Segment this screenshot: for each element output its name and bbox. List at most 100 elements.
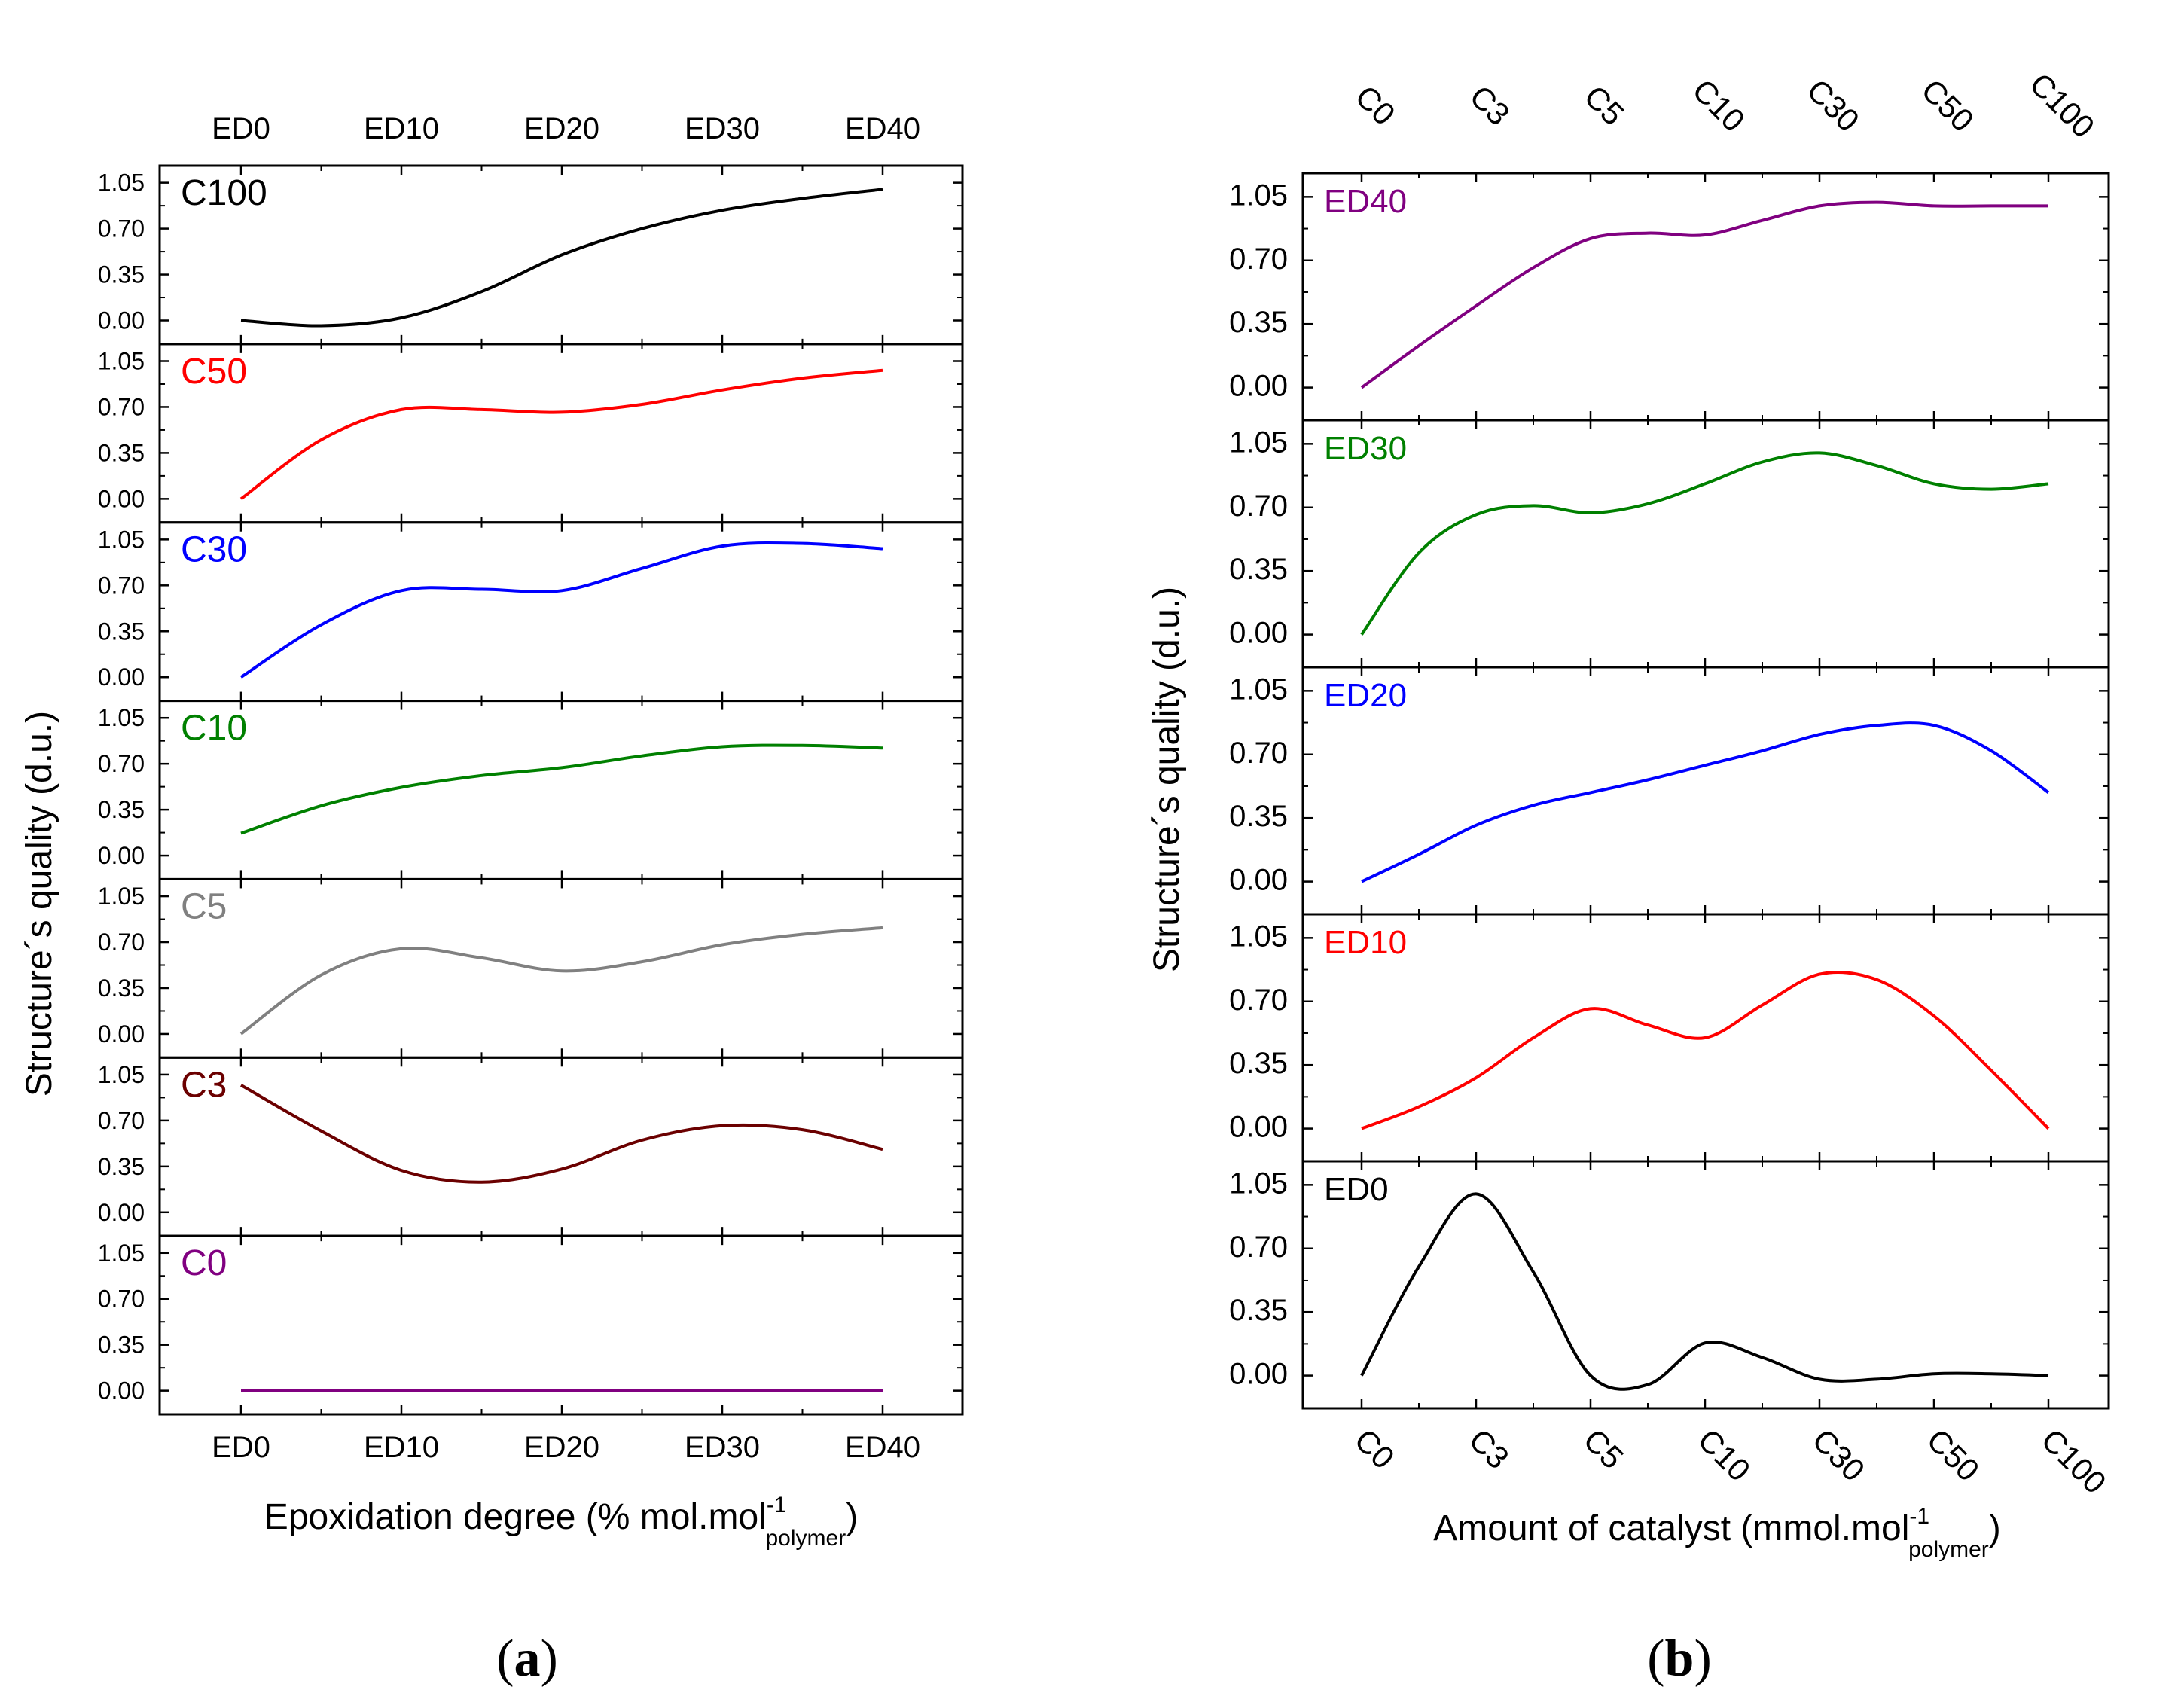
y-tick-label: 0.35 xyxy=(1229,306,1288,339)
subplot-ed40: 0.00 0.35 0.70 1.05 ED40 xyxy=(1229,172,2110,422)
subplot-c100: 0.00 0.35 0.70 1.05 C100 xyxy=(98,164,964,346)
series-line-c10 xyxy=(240,743,883,835)
panel-a-x-axis-label-main: Epoxidation degree (% mol.mol xyxy=(264,1497,767,1537)
panel-a-plots: 0.00 0.35 0.70 1.05 C100 0.00 0.35 0.70 1.05 C50 0… xyxy=(98,164,964,1416)
y-tick-label: 0.70 xyxy=(98,1286,145,1313)
y-tick-label: 0.00 xyxy=(98,1377,145,1405)
panel-b-x-axis-label: Amount of catalyst (mmol.mol-1 polymer) xyxy=(1433,1504,2001,1562)
series-line-c30 xyxy=(239,541,883,679)
y-tick-label: 1.05 xyxy=(1229,426,1288,459)
y-tick-label: 0.70 xyxy=(1229,737,1288,770)
series-label-c100: C100 xyxy=(181,173,267,213)
y-tick-label: 0.35 xyxy=(98,1153,145,1180)
y-tick-label: 0.35 xyxy=(98,796,145,823)
y-tick-label: 0.35 xyxy=(1229,553,1288,586)
y-tick-label: 0.00 xyxy=(98,307,145,334)
y-tick-label: 1.05 xyxy=(98,1240,145,1267)
bottom-category-label: ED10 xyxy=(364,1431,439,1464)
series-line-c5 xyxy=(239,926,883,1036)
panel-a-top-tick-labels: ED0 ED10 ED20 ED30 ED40 xyxy=(212,112,920,145)
y-tick-label: 0.00 xyxy=(98,663,145,691)
y-tick-label: 0.70 xyxy=(98,572,145,599)
y-tick-label: 0.35 xyxy=(98,261,145,288)
subplot-ed10: 0.00 0.35 0.70 1.05 ED10 xyxy=(1229,913,2110,1163)
subplot-c10: 0.00 0.35 0.70 1.05 C10 xyxy=(98,700,964,880)
subplot-ed30: 0.00 0.35 0.70 1.05 ED30 xyxy=(1229,419,2110,669)
y-tick-label: 0.00 xyxy=(98,485,145,512)
panel-a: 0.00 0.35 0.70 1.05 C100 0.00 0.35 0.70 1.05 C50 0… xyxy=(20,112,964,1688)
subplot-ed0: 0.00 0.35 0.70 1.05 ED0 xyxy=(1229,1160,2110,1410)
top-category-label: ED0 xyxy=(212,112,270,145)
series-label-c0: C0 xyxy=(181,1243,227,1283)
series-line-ed30 xyxy=(1360,451,2049,636)
series-label-c30: C30 xyxy=(181,530,247,570)
y-tick-label: 1.05 xyxy=(98,347,145,374)
panel-a-x-axis-label-end: ) xyxy=(846,1497,858,1537)
y-tick-label: 0.35 xyxy=(1229,800,1288,833)
panel-a-label: (a) xyxy=(496,1630,558,1688)
series-line-c100 xyxy=(240,188,883,328)
bottom-category-label: ED20 xyxy=(524,1431,599,1464)
panel-a-x-axis-label-sup: -1 xyxy=(767,1493,787,1517)
panel-a-y-axis-label: Structure´s quality (d.u.) xyxy=(20,711,59,1097)
top-category-label: ED20 xyxy=(524,112,599,145)
bottom-category-label: ED30 xyxy=(685,1431,760,1464)
series-line-ed20 xyxy=(1361,721,2050,883)
y-tick-label: 0.70 xyxy=(1229,984,1288,1017)
series-line-ed10 xyxy=(1361,970,2050,1130)
y-tick-label: 1.05 xyxy=(1229,673,1288,706)
series-line-c3 xyxy=(240,1084,883,1184)
panel-b-plots: 0.00 0.35 0.70 1.05 ED40 0.00 0.35 0.70 1.05 ED30… xyxy=(1229,172,2110,1410)
y-tick-label: 0.35 xyxy=(98,975,145,1002)
panel-b-label-letter: b xyxy=(1665,1630,1694,1688)
y-tick-label: 0.70 xyxy=(1229,490,1288,523)
y-tick-label: 0.70 xyxy=(98,393,145,420)
panel-b-x-axis-label-end: ) xyxy=(1989,1508,2001,1548)
y-tick-label: 0.00 xyxy=(98,1199,145,1226)
y-tick-label: 0.35 xyxy=(98,618,145,645)
series-label-ed30: ED30 xyxy=(1324,430,1407,467)
y-tick-label: 0.00 xyxy=(1229,1111,1288,1144)
y-tick-label: 1.05 xyxy=(98,1061,145,1088)
panel-b-y-axis-label: Structure´s quality (d.u.) xyxy=(1147,587,1187,972)
series-label-ed40: ED40 xyxy=(1324,183,1407,220)
panel-a-label-letter: a xyxy=(514,1630,541,1688)
y-tick-label: 0.35 xyxy=(98,1331,145,1359)
subplot-c0: 0.00 0.35 0.70 1.05 C0 xyxy=(98,1234,964,1416)
y-tick-label: 1.05 xyxy=(98,883,145,910)
bottom-category-label: ED0 xyxy=(212,1431,270,1464)
series-label-ed10: ED10 xyxy=(1324,924,1407,961)
y-tick-label: 0.70 xyxy=(98,750,145,777)
y-tick-label: 0.70 xyxy=(1229,1231,1288,1264)
y-tick-label: 1.05 xyxy=(1229,178,1288,212)
series-label-c10: C10 xyxy=(181,709,247,749)
y-tick-label: 0.00 xyxy=(1229,864,1288,897)
panel-b-label: (b) xyxy=(1647,1630,1712,1688)
top-category-label: ED30 xyxy=(685,112,760,145)
y-tick-label: 0.00 xyxy=(1229,1358,1288,1391)
series-line-ed40 xyxy=(1360,200,2048,389)
panel-b-x-axis-label-sup: -1 xyxy=(1909,1504,1929,1529)
bottom-category-label: ED40 xyxy=(845,1431,920,1464)
y-tick-label: 0.35 xyxy=(98,439,145,466)
y-tick-label: 0.70 xyxy=(98,1107,145,1134)
y-tick-label: 1.05 xyxy=(98,526,145,553)
y-tick-label: 1.05 xyxy=(1229,1167,1288,1200)
y-tick-label: 0.00 xyxy=(98,842,145,869)
top-category-label: ED40 xyxy=(845,112,920,145)
y-tick-label: 0.35 xyxy=(1229,1047,1288,1080)
subplot-c3: 0.00 0.35 0.70 1.05 C3 xyxy=(98,1056,964,1237)
panel-b-x-axis-label-sub: polymer xyxy=(1908,1537,1989,1562)
subplot-c5: 0.00 0.35 0.70 1.05 C5 xyxy=(98,877,964,1059)
y-tick-label: 1.05 xyxy=(98,704,145,731)
y-tick-label: 0.00 xyxy=(98,1020,145,1048)
series-label-c5: C5 xyxy=(181,886,227,926)
series-line-ed0 xyxy=(1360,1192,2049,1391)
panel-a-x-axis-label: Epoxidation degree (% mol.mol-1 polymer) xyxy=(264,1493,858,1551)
y-tick-label: 1.05 xyxy=(1229,920,1288,953)
series-label-ed0: ED0 xyxy=(1324,1171,1389,1208)
y-tick-label: 1.05 xyxy=(98,169,145,197)
top-category-label: ED10 xyxy=(364,112,439,145)
